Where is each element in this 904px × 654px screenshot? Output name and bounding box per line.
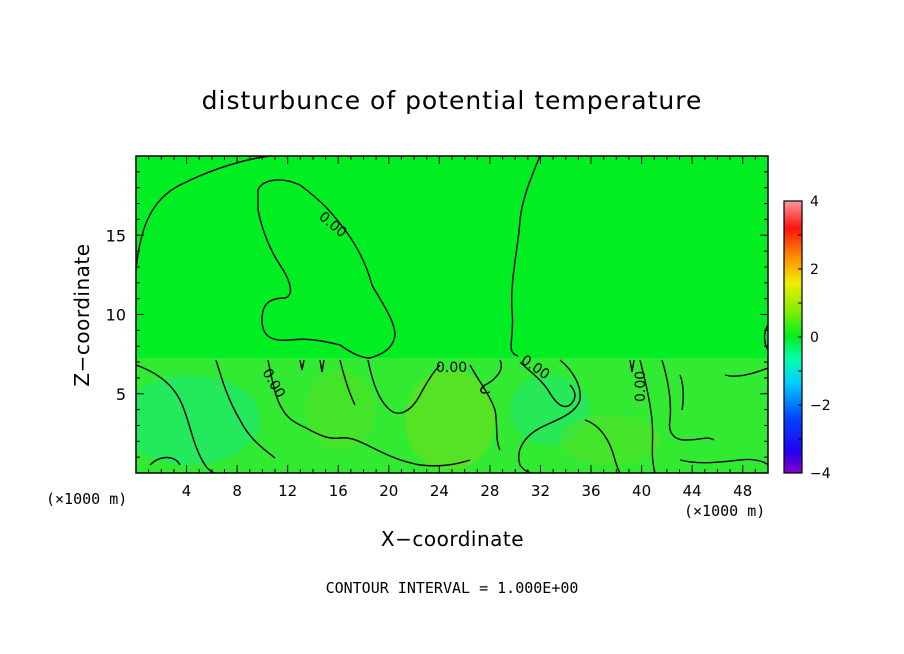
y-tick-label: 10	[106, 306, 126, 325]
x-axis-label: X−coordinate	[380, 527, 525, 551]
contour-lines	[136, 156, 768, 473]
contour-label: 0.00	[633, 371, 649, 402]
field-upper	[136, 156, 768, 359]
colorbar-tick-label: −4	[810, 466, 831, 482]
contour-interval-note: CONTOUR INTERVAL = 1.000E+00	[325, 579, 579, 597]
x-unit-left: (×1000 m)	[46, 490, 128, 508]
contour-line	[215, 359, 276, 459]
field-layer	[136, 156, 768, 473]
x-unit-right: (×1000 m)	[684, 502, 766, 520]
contour-line	[480, 359, 502, 394]
field-warm-patch	[560, 415, 660, 465]
contour-line	[724, 367, 768, 377]
colorbar-axis: 4 2 0 −2 −4	[798, 194, 831, 482]
field-warm-patch	[305, 370, 375, 450]
y-axis: 5 10 15	[106, 171, 768, 458]
chart-title: disturbunce of potential temperature	[201, 86, 703, 115]
contour-line	[267, 359, 471, 467]
x-axis: 4 8 12 16 20 24 28 32 36 40 44 48	[148, 156, 756, 500]
contour-line	[584, 419, 621, 473]
contour-line	[510, 156, 541, 357]
y-tick-label: 15	[106, 226, 126, 245]
contour-line	[149, 456, 181, 466]
contour-line	[299, 359, 305, 371]
x-tick-label: 36	[581, 482, 600, 500]
contour-line	[367, 359, 441, 414]
contour-line	[518, 359, 581, 473]
contour-label: 0.00	[436, 360, 467, 376]
colorbar-tick-label: −2	[810, 398, 831, 414]
contour-line	[661, 359, 715, 441]
x-tick-label: 4	[182, 482, 192, 500]
x-tick-label: 40	[632, 482, 651, 500]
x-tick-label: 44	[683, 482, 702, 500]
x-tick-label: 20	[379, 482, 398, 500]
contour-line	[639, 359, 656, 473]
contour-line	[257, 179, 396, 359]
field-cool-patch	[136, 375, 260, 465]
contour-line	[469, 364, 501, 451]
contour-line	[679, 374, 685, 411]
x-tick-label: 8	[232, 482, 242, 500]
colorbar-tick-label: 0	[810, 330, 819, 346]
colorbar-tick-label: 2	[810, 262, 819, 278]
x-tick-label: 48	[733, 482, 752, 500]
contour-line	[319, 359, 325, 373]
x-tick-label: 24	[430, 482, 449, 500]
contour-line	[519, 361, 576, 408]
x-tick-label: 16	[329, 482, 348, 500]
y-axis-label: Z−coordinate	[70, 243, 94, 387]
contour-line	[136, 156, 271, 271]
contour-line	[629, 359, 635, 373]
y-tick-label: 5	[116, 385, 126, 404]
contour-line	[339, 359, 356, 406]
contour-line	[679, 458, 768, 466]
x-tick-label: 12	[278, 482, 297, 500]
x-tick-label: 28	[480, 482, 499, 500]
x-tick-label: 32	[531, 482, 550, 500]
colorbar-tick-label: 4	[810, 194, 819, 210]
field-warm-patch	[405, 370, 495, 470]
